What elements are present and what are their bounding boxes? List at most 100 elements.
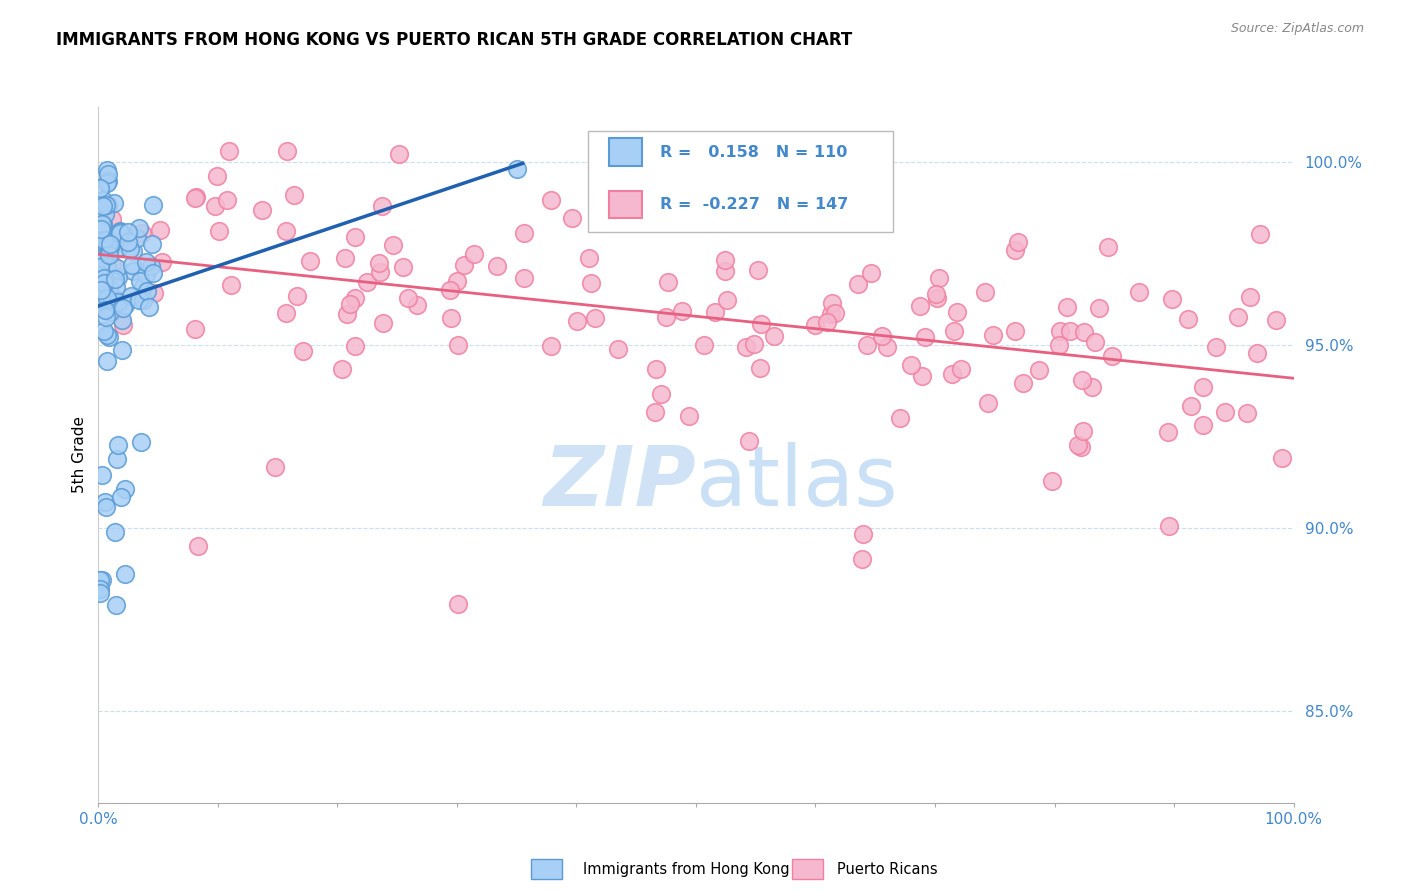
- Point: [846, 277, 869, 291]
- Point: [371, 316, 394, 330]
- Point: [540, 339, 562, 353]
- Point: [983, 328, 1005, 343]
- Point: [117, 235, 139, 250]
- Point: [1177, 312, 1199, 326]
- Point: [114, 298, 136, 312]
- Point: [1004, 243, 1026, 257]
- Point: [107, 295, 129, 310]
- Point: [343, 339, 366, 353]
- Point: [131, 293, 153, 307]
- Point: [657, 275, 679, 289]
- Point: [129, 274, 152, 288]
- Point: [446, 274, 468, 288]
- Point: [187, 540, 209, 554]
- Point: [1159, 518, 1181, 533]
- Point: [925, 287, 948, 301]
- Point: [1101, 349, 1123, 363]
- Point: [1056, 300, 1078, 314]
- Point: [114, 566, 136, 581]
- Point: [120, 289, 142, 303]
- FancyBboxPatch shape: [609, 138, 643, 166]
- Point: [93, 277, 115, 291]
- Point: [583, 311, 606, 326]
- Point: [101, 257, 124, 271]
- Point: [141, 237, 163, 252]
- Point: [911, 369, 934, 384]
- Point: [121, 258, 143, 272]
- Point: [96, 237, 118, 252]
- Point: [740, 215, 762, 229]
- Point: [396, 291, 419, 305]
- Point: [925, 291, 948, 305]
- Point: [1192, 417, 1215, 432]
- Point: [485, 259, 508, 273]
- Point: [299, 254, 322, 268]
- Point: [440, 310, 463, 325]
- Point: [97, 174, 120, 188]
- Point: [824, 306, 846, 320]
- Point: [131, 435, 153, 450]
- Point: [889, 410, 911, 425]
- Point: [104, 292, 127, 306]
- Point: [655, 310, 678, 324]
- Point: [98, 234, 121, 248]
- Point: [118, 242, 141, 256]
- Point: [1088, 301, 1111, 315]
- Point: [100, 301, 122, 315]
- Point: [607, 342, 630, 356]
- Point: [1004, 324, 1026, 338]
- Point: [96, 234, 118, 248]
- Point: [1073, 325, 1095, 339]
- Point: [704, 144, 727, 158]
- Point: [734, 340, 756, 354]
- Point: [89, 574, 111, 588]
- Point: [90, 467, 112, 482]
- Point: [513, 270, 536, 285]
- Point: [714, 253, 737, 268]
- Point: [671, 303, 693, 318]
- Point: [762, 329, 785, 343]
- Point: [98, 237, 121, 252]
- Point: [344, 230, 367, 244]
- Point: [388, 147, 411, 161]
- Point: [1246, 345, 1268, 359]
- Text: R =   0.158   N = 110: R = 0.158 N = 110: [661, 145, 848, 160]
- Point: [945, 305, 967, 319]
- Point: [1071, 373, 1094, 387]
- Point: [876, 340, 898, 354]
- Point: [1081, 380, 1104, 394]
- Point: [447, 597, 470, 611]
- Point: [943, 324, 966, 338]
- Point: [914, 330, 936, 344]
- Point: [94, 500, 117, 515]
- Point: [89, 219, 111, 234]
- Text: Puerto Ricans: Puerto Ricans: [837, 863, 938, 877]
- Point: [291, 343, 314, 358]
- Point: [1226, 310, 1249, 325]
- Point: [97, 167, 120, 181]
- Point: [215, 193, 238, 207]
- Point: [96, 163, 118, 178]
- Point: [368, 265, 391, 279]
- Point: [860, 266, 883, 280]
- Point: [693, 338, 716, 352]
- Point: [1059, 324, 1081, 338]
- Point: [276, 144, 298, 158]
- Point: [276, 306, 298, 320]
- Point: [110, 343, 132, 357]
- Point: [852, 527, 875, 541]
- Point: [716, 293, 738, 307]
- Point: [94, 310, 117, 324]
- Point: [100, 237, 122, 252]
- Point: [89, 582, 111, 597]
- Point: [149, 223, 172, 237]
- Point: [89, 260, 111, 274]
- Point: [1128, 285, 1150, 299]
- Point: [112, 318, 135, 332]
- Point: [98, 329, 121, 343]
- Point: [1049, 325, 1071, 339]
- Point: [1084, 334, 1107, 349]
- Point: [108, 224, 131, 238]
- Point: [908, 300, 931, 314]
- Point: [219, 278, 242, 293]
